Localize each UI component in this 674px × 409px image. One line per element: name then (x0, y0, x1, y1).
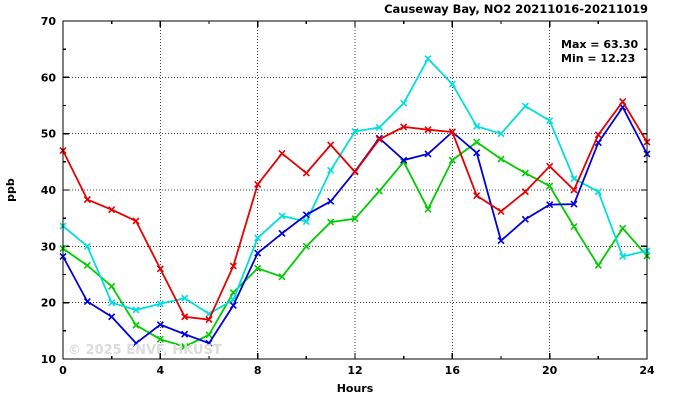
y-tick-label: 10 (41, 353, 57, 366)
series-red-line (59, 97, 651, 324)
grid-lines (63, 21, 647, 359)
y-tick-label: 70 (41, 15, 57, 28)
x-tick-label: 20 (542, 364, 558, 377)
y-tick-label: 20 (41, 297, 57, 310)
y-tick-label: 60 (41, 71, 57, 84)
plot-generated: 0 4 8 12 16 20 24 10 20 30 40 50 60 70 (41, 15, 655, 377)
x-tick-label: 8 (254, 364, 262, 377)
plot-border (62, 20, 648, 360)
series-cyan-line (59, 55, 651, 318)
x-tick-label: 0 (59, 364, 67, 377)
watermark: © 2025 ENVF, HKUST (68, 343, 222, 358)
x-axis-title: Hours (337, 382, 374, 395)
min-annotation: Min = 12.23 (561, 52, 635, 65)
series-green-line (59, 138, 651, 351)
x-tick-label: 24 (639, 364, 655, 377)
y-axis-title: ppb (4, 178, 17, 202)
y-tick-label: 50 (41, 128, 57, 141)
y-tick-label: 30 (41, 240, 57, 253)
max-annotation: Max = 63.30 (561, 38, 638, 51)
x-tick-label: 4 (157, 364, 165, 377)
tick-labels: 0 4 8 12 16 20 24 10 20 30 40 50 60 70 (41, 15, 655, 377)
x-tick-label: 16 (445, 364, 461, 377)
x-tick-label: 12 (347, 364, 362, 377)
y-tick-label: 40 (41, 184, 57, 197)
chart-title: Causeway Bay, NO2 20211016-20211019 (384, 2, 648, 16)
